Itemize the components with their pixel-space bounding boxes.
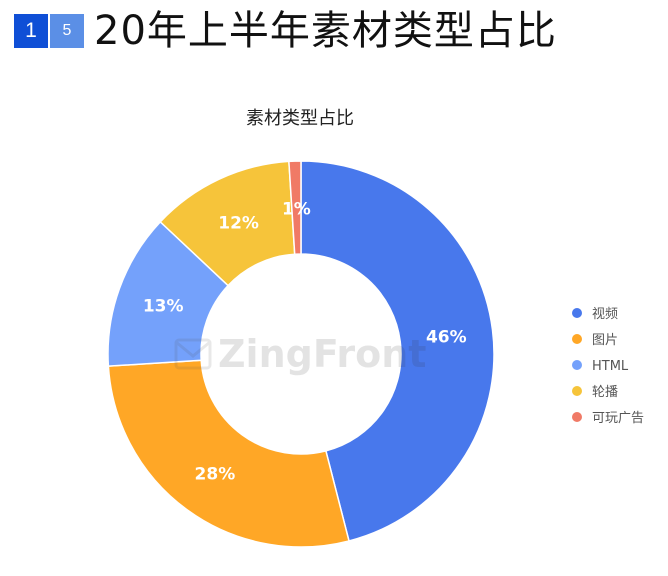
slice-label-0: 46% xyxy=(426,328,467,348)
page-title: 20年上半年素材类型占比 xyxy=(94,8,557,54)
legend-marker-0 xyxy=(572,308,582,318)
slice-label-3: 12% xyxy=(218,213,259,233)
slice-0 xyxy=(300,160,495,542)
slice-label-4: 1% xyxy=(282,200,311,220)
legend-label-0: 视频 xyxy=(592,307,618,322)
legend-marker-1 xyxy=(572,334,582,344)
slice-labels-group: 46% 28% 13% 12% 1% xyxy=(143,200,467,485)
legend-label-1: 图片 xyxy=(592,333,618,348)
legend-marker-4 xyxy=(572,412,582,422)
slices-group xyxy=(107,160,495,548)
page-number-badge-1: 1 xyxy=(14,14,48,48)
watermark-logo: ZingFront xyxy=(174,332,426,376)
legend-marker-2 xyxy=(572,360,582,370)
slice-1 xyxy=(107,359,350,548)
page-number-badge-2: 5 xyxy=(50,14,84,48)
slice-label-2: 13% xyxy=(143,296,184,316)
chart-title: 素材类型占比 xyxy=(246,108,354,129)
legend-label-3: 轮播 xyxy=(592,385,618,400)
slice-label-1: 28% xyxy=(195,465,236,485)
slice-4 xyxy=(288,160,302,255)
legend-marker-3 xyxy=(572,386,582,396)
legend-label-2: HTML xyxy=(592,359,629,374)
watermark-text: ZingFront xyxy=(218,332,426,376)
legend-label-4: 可玩广告 xyxy=(592,411,644,426)
